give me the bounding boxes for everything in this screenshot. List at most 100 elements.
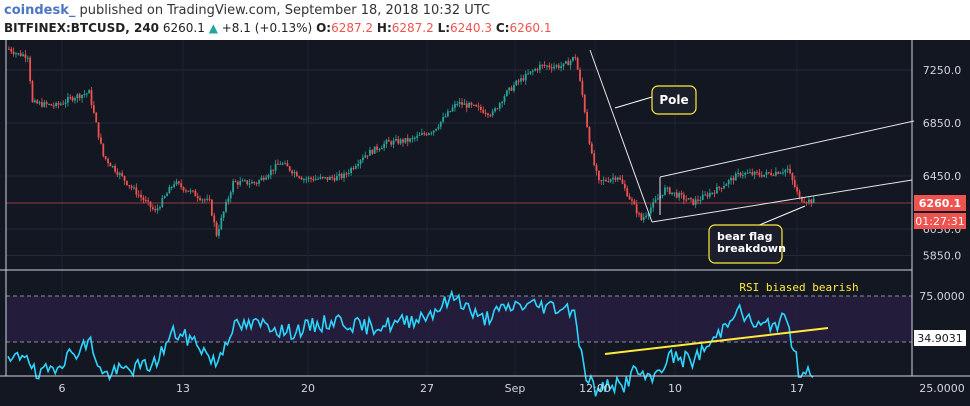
candle-body — [550, 67, 553, 69]
candle-body — [300, 177, 303, 180]
price-chart[interactable]: Pole bear flag breakdown RSI biased beari… — [0, 40, 970, 406]
candle-body — [439, 121, 442, 127]
breakdown-annotation-line: bear flag — [717, 230, 772, 243]
candle-body — [19, 53, 22, 57]
candle-body — [680, 193, 683, 195]
candle-body — [317, 178, 319, 180]
countdown-tag-label: 01:27:31 — [915, 215, 964, 228]
candle-body — [737, 172, 740, 174]
candle-body — [166, 193, 168, 197]
pole-callout-pointer — [614, 96, 653, 109]
candle-body — [562, 63, 565, 67]
candle-body — [810, 199, 813, 204]
candle-body — [234, 181, 237, 183]
candle-body — [45, 102, 48, 105]
candle-body — [808, 199, 810, 203]
pole-line — [589, 49, 653, 223]
time-tick-label: Sep — [505, 382, 526, 395]
price-tick-label: 6450.0 — [923, 170, 962, 183]
candle-body — [564, 61, 567, 64]
candle-body — [517, 80, 520, 82]
candle-body — [29, 57, 32, 82]
candle-body — [390, 141, 393, 145]
breakdown-callout-pointer — [756, 205, 806, 227]
candle-body — [718, 186, 721, 188]
candle-body — [446, 111, 449, 117]
candle-body — [168, 187, 171, 194]
candle-body — [88, 90, 91, 94]
candle-body — [649, 207, 652, 214]
candle-body — [418, 134, 421, 136]
candle-body — [371, 149, 374, 154]
candle-body — [409, 138, 411, 142]
candle-body — [716, 186, 718, 194]
flag-lower-line — [651, 179, 913, 223]
candle-body — [31, 81, 34, 103]
candle-body — [777, 171, 780, 174]
time-tick-label: 6 — [59, 382, 66, 395]
candle-body — [144, 200, 147, 202]
brand-logo[interactable]: coindesk_ — [4, 3, 76, 18]
candle-body — [477, 106, 480, 108]
candle-body — [336, 175, 338, 181]
time-tick-label: 12:00 — [579, 382, 611, 395]
candle-body — [574, 57, 577, 59]
candle-body — [423, 133, 426, 135]
candle-body — [62, 103, 65, 105]
rsi-annotation: RSI biased bearish — [739, 281, 858, 294]
candle-body — [277, 163, 279, 165]
candle-body — [708, 192, 711, 197]
candle-body — [222, 211, 225, 218]
candle-body — [241, 180, 244, 182]
candle-body — [760, 175, 763, 177]
candle-body — [598, 170, 600, 181]
candle-body — [536, 69, 539, 71]
candle-body — [206, 198, 209, 200]
price-tag — [914, 195, 966, 211]
candle-body — [118, 173, 121, 175]
candle-body — [10, 48, 13, 52]
candle-body — [741, 174, 744, 176]
low-label: L: — [437, 21, 451, 35]
candle-body — [286, 163, 289, 167]
rsi-tick-label: 75.0000 — [919, 290, 965, 303]
candle-body — [362, 157, 364, 161]
breakdown-callout-box[interactable] — [708, 224, 783, 264]
candle-body — [220, 217, 223, 229]
candle-body — [385, 140, 388, 144]
candle-body — [579, 69, 581, 81]
high-label: H: — [376, 21, 392, 35]
candle-body — [647, 213, 650, 216]
candle-body — [456, 103, 459, 105]
candle-body — [347, 172, 350, 175]
candle-body — [772, 174, 775, 176]
publish-info: published on TradingView.com, September … — [79, 3, 491, 18]
candle-body — [468, 102, 470, 108]
candle-body — [631, 199, 633, 201]
candle-body — [90, 90, 93, 106]
candle-body — [26, 57, 29, 59]
candle-body — [673, 192, 676, 194]
open-value: 6287.2 — [331, 21, 374, 35]
candle-body — [310, 177, 312, 179]
candle-body — [173, 184, 175, 187]
candle-body — [529, 71, 532, 74]
candle-body — [126, 180, 128, 186]
candle-body — [366, 155, 369, 157]
symbol-name[interactable]: BITFINEX:BTCUSD, 240 — [4, 21, 160, 35]
candle-body — [635, 204, 638, 214]
candle-body — [416, 135, 419, 138]
candle-body — [258, 180, 260, 184]
candle-body — [800, 196, 803, 202]
candle-body — [727, 180, 730, 185]
candle-body — [147, 200, 150, 202]
candle-body — [796, 187, 799, 192]
candle-body — [692, 198, 695, 205]
candle-body — [524, 73, 527, 81]
candle-body — [196, 196, 199, 199]
candle-body — [791, 173, 794, 181]
candle-body — [343, 173, 345, 178]
time-tick-label: 17 — [790, 382, 804, 395]
pole-callout-box[interactable] — [651, 85, 697, 115]
